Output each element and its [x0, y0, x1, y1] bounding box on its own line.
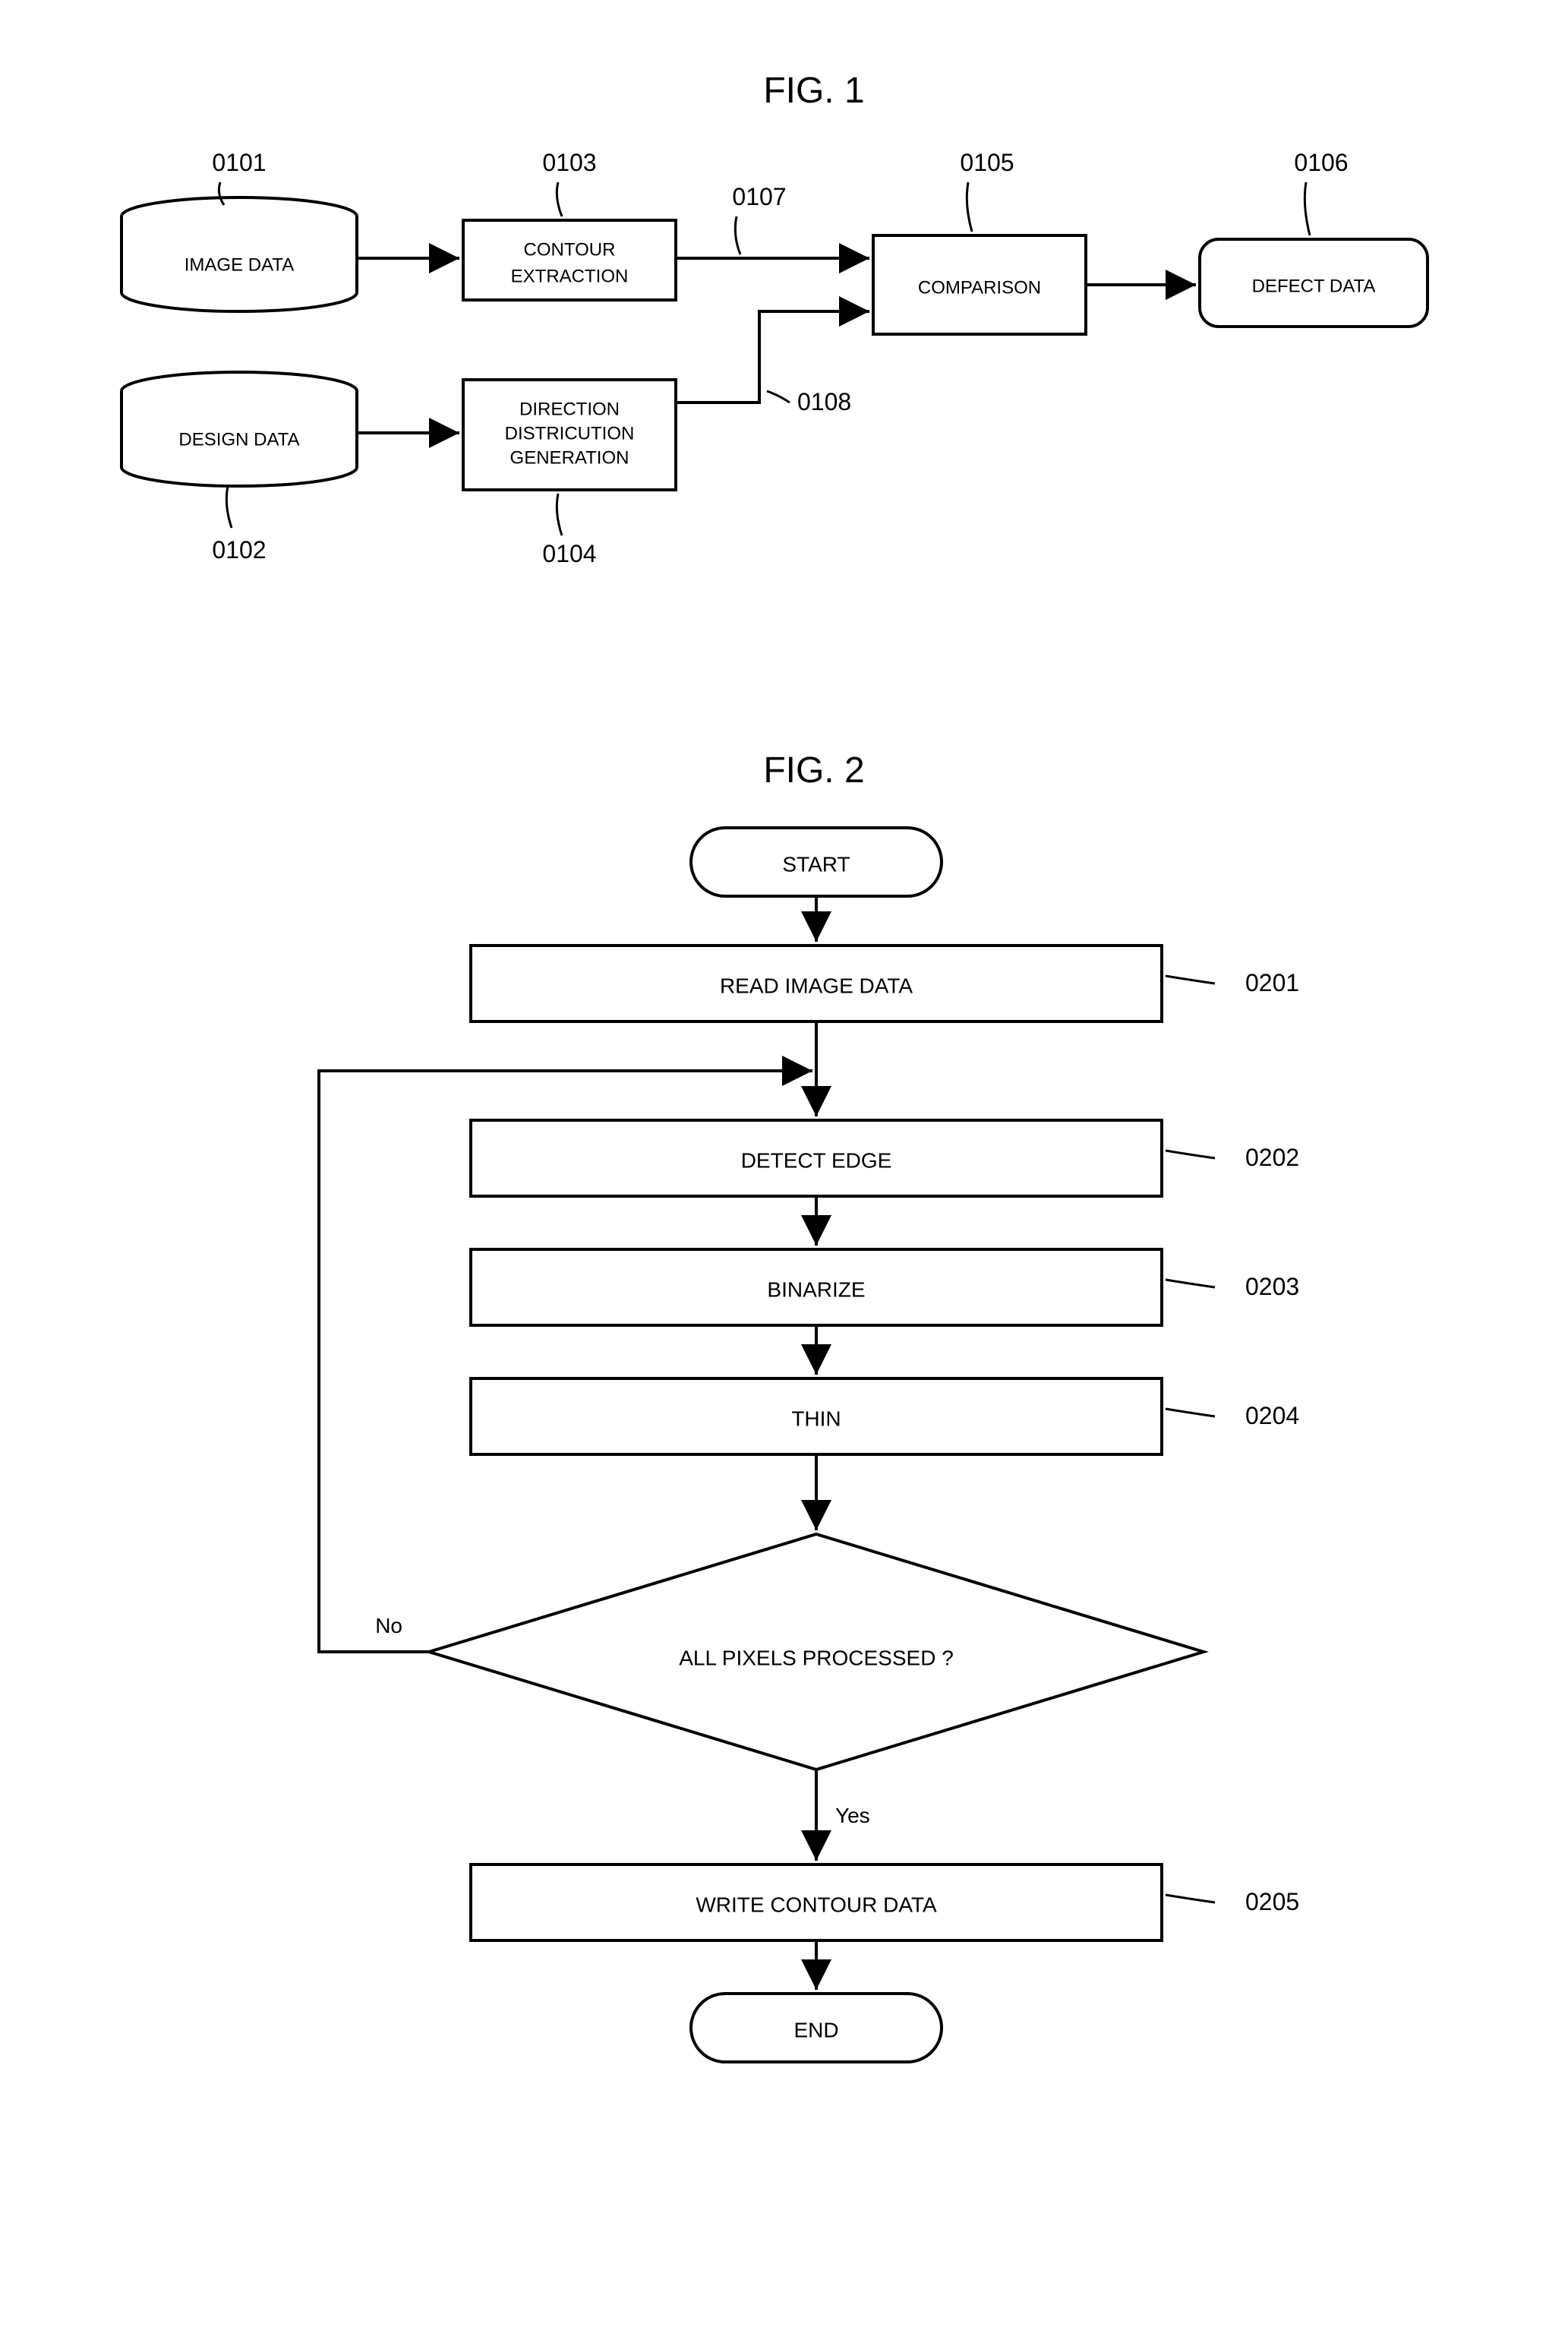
- end-label: END: [793, 2018, 838, 2041]
- direction-line1: DIRECTION: [519, 399, 620, 419]
- ref-0202: 0202: [1245, 1144, 1299, 1171]
- fig2-title: FIG. 2: [763, 750, 864, 791]
- binarize-label: BINARIZE: [767, 1277, 865, 1301]
- contour-box: [463, 220, 676, 300]
- design-data-label: DESIGN DATA: [178, 429, 299, 450]
- start-label: START: [782, 852, 850, 876]
- no-label: No: [375, 1614, 402, 1637]
- ref-0101: 0101: [212, 149, 266, 176]
- comparison-label: COMPARISON: [918, 277, 1041, 298]
- yes-label: Yes: [835, 1804, 870, 1827]
- ref-0108: 0108: [797, 388, 851, 415]
- ref-0102: 0102: [212, 536, 266, 564]
- defect-label: DEFECT DATA: [1252, 276, 1376, 296]
- ref-0204: 0204: [1245, 1402, 1299, 1429]
- ref-0103: 0103: [542, 149, 596, 176]
- read-label: READ IMAGE DATA: [720, 974, 913, 997]
- decision-label: ALL PIXELS PROCESSED ?: [679, 1646, 954, 1669]
- contour-line2: EXTRACTION: [511, 266, 629, 286]
- ref-0203: 0203: [1245, 1273, 1299, 1300]
- design-data-cylinder: DESIGN DATA: [121, 372, 357, 486]
- diagram-canvas: FIG. 1 IMAGE DATA 0101 DESIGN DATA 0102 …: [30, 30, 1568, 2297]
- contour-line1: CONTOUR: [524, 239, 616, 260]
- ref-0107: 0107: [732, 183, 786, 210]
- fig1-title: FIG. 1: [763, 71, 864, 111]
- direction-line3: GENERATION: [510, 447, 629, 468]
- detect-label: DETECT EDGE: [741, 1148, 892, 1172]
- thin-label: THIN: [791, 1407, 841, 1430]
- write-label: WRITE CONTOUR DATA: [696, 1893, 937, 1916]
- ref-0104: 0104: [542, 540, 596, 567]
- image-data-cylinder: IMAGE DATA: [121, 197, 357, 311]
- ref-0105: 0105: [960, 149, 1014, 176]
- ref-0201: 0201: [1245, 969, 1299, 996]
- direction-line2: DISTRICUTION: [505, 423, 635, 444]
- ref-0106: 0106: [1294, 149, 1348, 176]
- image-data-label: IMAGE DATA: [185, 254, 294, 275]
- ref-0205: 0205: [1245, 1888, 1299, 1915]
